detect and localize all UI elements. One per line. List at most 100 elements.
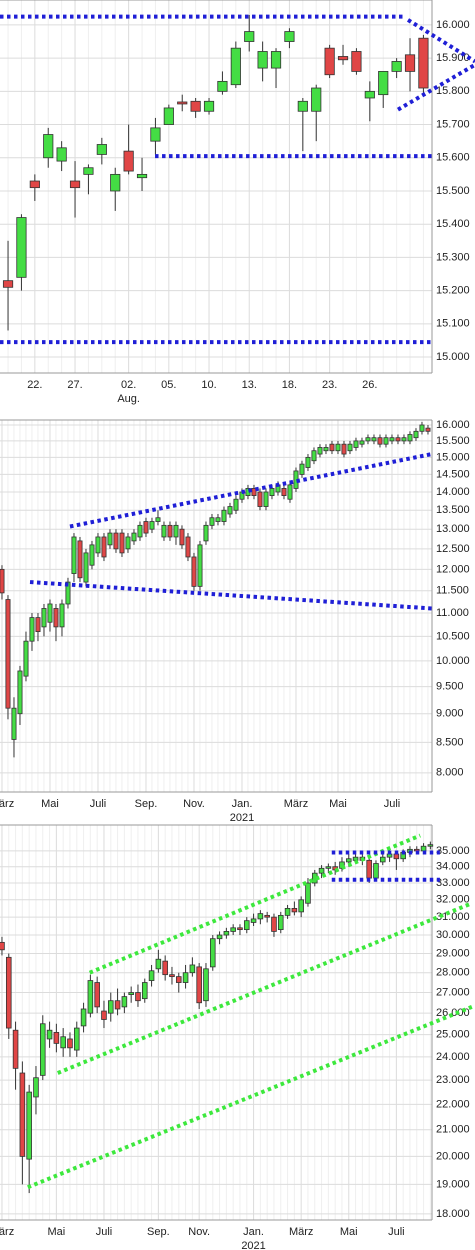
candle-body xyxy=(77,540,83,579)
candle-body xyxy=(190,100,201,112)
candle-body xyxy=(311,450,317,462)
x-tick-label: Jan. xyxy=(243,1226,264,1238)
candle-body xyxy=(317,447,323,455)
y-tick-label: 27.000 xyxy=(436,986,470,998)
y-tick-label: 15.100 xyxy=(436,318,470,330)
candle-body xyxy=(243,920,250,931)
y-tick-label: 15.300 xyxy=(436,251,470,263)
candle-body xyxy=(271,916,277,932)
candle-body xyxy=(167,524,173,538)
candle-body xyxy=(161,524,167,538)
candle-body xyxy=(69,180,81,189)
y-tick-label: 16.000 xyxy=(436,19,470,31)
candle-body xyxy=(163,107,174,125)
x-tick-label: Mai xyxy=(48,1226,66,1238)
candle-body xyxy=(141,982,148,1000)
candle-body xyxy=(83,167,94,175)
candle-body xyxy=(0,568,5,594)
candle-body xyxy=(379,856,386,863)
candle-body xyxy=(123,150,134,172)
y-tick-label: 32.000 xyxy=(436,894,470,906)
y-tick-label: 10.000 xyxy=(436,655,470,667)
candle-body xyxy=(366,859,372,879)
candle-body xyxy=(270,51,282,69)
x-tick-label: Mai xyxy=(329,798,347,810)
candle-body xyxy=(107,1000,114,1014)
candle-body xyxy=(203,524,209,542)
candle-body xyxy=(136,173,148,179)
candle-body xyxy=(80,1008,87,1027)
candle-body xyxy=(131,532,137,542)
candle-body xyxy=(257,491,263,507)
candle-body xyxy=(318,867,325,874)
candle-body xyxy=(311,87,322,112)
y-tick-label: 28.000 xyxy=(436,967,470,979)
candle-body xyxy=(189,964,196,974)
candle-body xyxy=(386,853,393,858)
candle-body xyxy=(113,532,119,550)
candle-body xyxy=(155,517,161,522)
candle-body xyxy=(221,509,227,522)
candle-body xyxy=(378,71,389,96)
candle-body xyxy=(347,443,353,452)
candle-body xyxy=(427,844,434,847)
y-tick-label: 22.000 xyxy=(436,1098,470,1110)
candle-body xyxy=(29,617,35,642)
y-tick-label: 15.400 xyxy=(436,218,470,230)
plot-background xyxy=(0,420,432,792)
y-tick-label: 15.700 xyxy=(436,118,470,130)
candle-body xyxy=(196,966,202,1004)
candle-body xyxy=(114,1000,121,1010)
candle-body xyxy=(227,506,233,515)
trend-line xyxy=(56,901,473,1075)
x-tick-label: Mai xyxy=(41,798,59,810)
candle-body xyxy=(67,1038,73,1049)
candle-body xyxy=(373,863,379,879)
candle-body xyxy=(182,972,189,983)
x-tick-label: Mai xyxy=(340,1226,358,1238)
candle-body xyxy=(60,1036,66,1049)
candle-body xyxy=(150,127,161,142)
candle-body xyxy=(110,173,121,192)
candle-body xyxy=(404,54,416,72)
candle-body xyxy=(263,491,269,507)
candle-body xyxy=(11,707,17,740)
y-tick-label: 15.500 xyxy=(436,185,470,197)
candle-body xyxy=(73,1027,80,1051)
candle-body xyxy=(94,982,100,1008)
x-tick-label: 26. xyxy=(362,379,377,391)
candle-body xyxy=(87,980,94,1014)
candle-body xyxy=(197,544,203,587)
candle-body xyxy=(119,532,125,554)
x-tick-label: 02. xyxy=(121,379,136,391)
candle-body xyxy=(389,437,395,442)
y-tick-label: 13.000 xyxy=(436,523,470,535)
candle-body xyxy=(244,31,255,42)
candle-body xyxy=(23,640,29,677)
candle-body xyxy=(17,670,23,715)
y-tick-label: 23.000 xyxy=(436,1074,470,1086)
candle-body xyxy=(383,437,389,445)
candle-body xyxy=(284,908,291,916)
candle-body xyxy=(5,599,11,709)
x-tick-label: März xyxy=(0,1226,14,1238)
candle-body xyxy=(305,456,311,468)
candle-body xyxy=(215,517,221,522)
candle-body xyxy=(230,927,236,932)
y-tick-label: 11.500 xyxy=(436,585,469,597)
candle-body xyxy=(83,552,89,583)
candle-body xyxy=(16,217,27,278)
x-tick-label: Juli xyxy=(384,798,401,810)
candle-body xyxy=(359,440,365,445)
candle-body xyxy=(277,914,284,931)
candle-body xyxy=(56,147,67,162)
x-tick-label: März xyxy=(0,798,14,810)
candle-body xyxy=(169,974,175,978)
x-tick-label: 22. xyxy=(27,379,42,391)
x-tick-label: 13. xyxy=(242,379,257,391)
candle-body xyxy=(257,51,268,69)
candle-body xyxy=(191,556,197,587)
candle-body xyxy=(96,144,107,155)
x-tick-label: 18. xyxy=(282,379,297,391)
y-tick-label: 14.000 xyxy=(436,486,470,498)
